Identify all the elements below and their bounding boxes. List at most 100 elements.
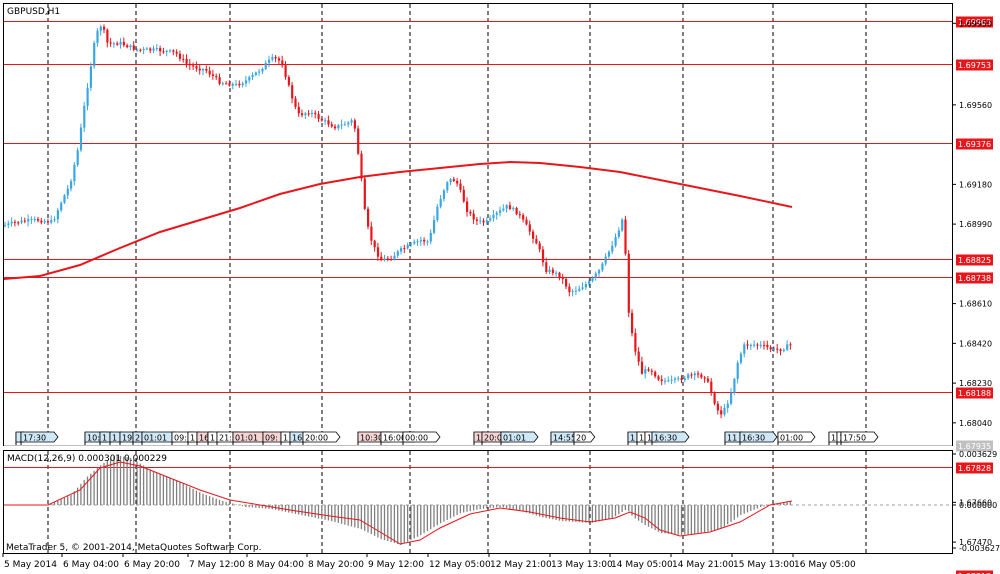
candle [106,28,109,48]
candle [291,81,294,104]
moving-average [3,160,793,280]
y-tick-label: 1.67660 [959,498,992,507]
candle [423,237,426,246]
candles [4,24,792,419]
candle [60,201,63,213]
candle [482,218,485,226]
candle [502,204,505,212]
event-flag-label: 20 [576,434,586,443]
candle [710,378,713,396]
macd-y-tick-label: 0.000000 [959,501,997,510]
x-tick-label: 8 May 04:00 [248,560,304,570]
candle [680,375,683,384]
candle [165,49,168,57]
event-flag[interactable]: 20 [573,431,596,445]
level-price-tag [956,138,993,150]
candle [452,176,455,183]
event-flag-label: 01:01 [503,434,526,443]
candle [129,44,132,51]
event-flag-label: 09: [265,434,278,443]
event-flag[interactable]: 16:30 [739,431,778,445]
level-price-tag [956,387,993,399]
event-flag[interactable]: 01:01 [232,431,271,445]
event-flag[interactable]: 01:01 [500,431,539,445]
candle [40,217,43,225]
x-tick-label: 6 May 20:00 [124,560,180,570]
candle [132,41,135,52]
candle [221,81,224,86]
y-tick-label: 1.68230 [959,379,992,388]
candle [17,221,20,226]
candle [786,340,789,351]
candle [192,62,195,70]
event-flag-label: 01:01 [235,434,258,443]
event-flag-label: 14:55 [553,434,576,443]
candle [548,265,551,275]
candle [258,68,261,76]
candle [136,48,139,52]
macd-y-tick-label: -0.003627 [959,544,1000,553]
y-tick-label: 1.68040 [959,419,992,428]
candle [512,206,515,212]
event-flag-label: 10:30 [360,434,383,443]
event-flag-label: 10: [87,434,100,443]
level-price-label: 1.68825 [958,256,991,265]
event-flag-label: 17:30 [23,434,46,443]
macd-pane[interactable] [3,450,953,554]
candle [621,218,624,233]
candle [723,403,726,417]
event-flag[interactable]: 00:00 [402,431,441,445]
macd-signal-line [4,461,793,545]
candle [89,62,92,92]
candle [403,244,406,254]
y-tick-label: 1.68990 [959,220,992,229]
candle [743,342,746,358]
candle [63,194,66,205]
candle [736,360,739,384]
candle [198,65,201,75]
candle [518,210,521,219]
candle [205,65,208,74]
candle [581,282,584,291]
event-flag[interactable]: 17:30 [20,431,59,445]
candle [525,216,528,226]
candle [588,278,591,287]
candle [317,111,320,122]
price-pane[interactable] [3,3,953,446]
moving-average-line[interactable] [3,160,793,280]
candle [459,179,462,193]
candle [664,377,667,385]
candle [70,178,73,192]
candle [363,175,366,211]
event-flag[interactable]: 17:50 [840,431,879,445]
level-price-label: 1.67828 [958,464,991,473]
candle [244,75,248,87]
candle [614,233,617,248]
candle [505,204,508,213]
candle [195,61,198,72]
candle [287,75,290,87]
candle [489,215,492,223]
x-tick-label: 7 May 12:00 [189,560,245,570]
candle [433,215,436,235]
candle [343,121,347,126]
event-flag[interactable]: 01:00 [777,431,816,445]
candle [357,125,360,156]
candle [142,46,145,55]
candle [175,49,178,57]
candle [756,342,759,350]
x-tick-label: 6 May 04:00 [63,560,119,570]
candle [301,109,304,118]
x-tick-label: 15 May 13:00 [733,560,795,570]
level-price-label: 1.67313 [958,572,991,574]
event-flag[interactable]: 20:00 [302,431,341,445]
candle [472,209,475,224]
candle [159,45,162,57]
event-flag[interactable]: 16:30 [651,431,690,445]
candle [406,242,409,250]
candle [4,221,7,228]
candle [86,83,89,111]
candle [713,391,716,406]
